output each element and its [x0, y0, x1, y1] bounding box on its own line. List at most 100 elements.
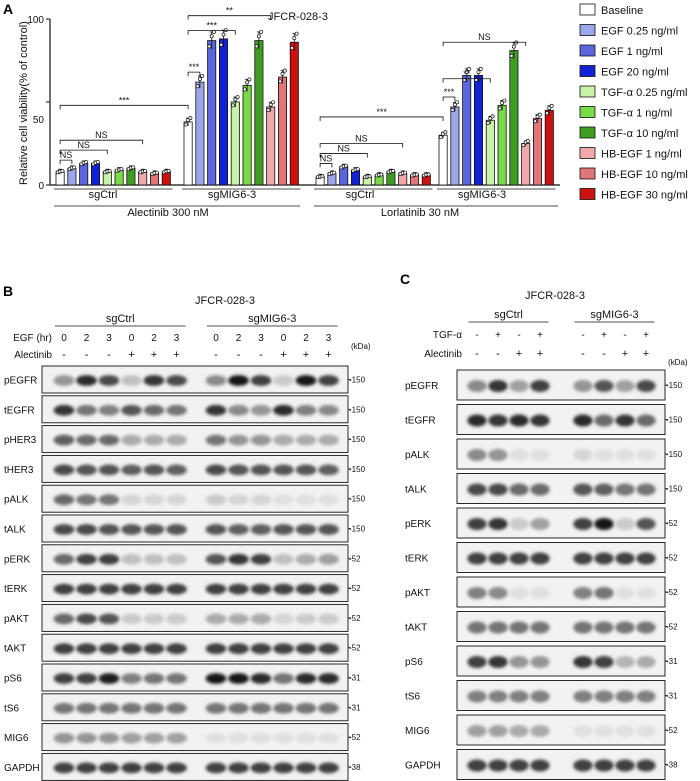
blot-label: tERK — [405, 554, 429, 565]
blot-band — [467, 380, 487, 392]
mw-label: -150 — [666, 381, 683, 390]
blot-band — [273, 375, 294, 386]
blot-band — [295, 464, 317, 476]
blot-band — [273, 762, 294, 774]
blot-band — [273, 464, 294, 476]
legend-label: EGF 20 ng/ml — [601, 67, 669, 79]
blot-band — [205, 762, 227, 774]
mw-label: -52 — [666, 726, 678, 735]
bar — [183, 121, 193, 186]
treatment-value: - — [62, 349, 66, 361]
treatment-value: - — [259, 349, 263, 361]
blot-band — [467, 621, 487, 634]
blot-band — [530, 587, 550, 599]
data-point — [426, 172, 431, 177]
blot-band — [98, 732, 120, 744]
blot-band — [594, 690, 614, 703]
blot-label: tAKT — [4, 644, 26, 655]
data-point — [242, 87, 247, 92]
blot-band — [467, 725, 487, 737]
bar — [289, 41, 299, 186]
data-point — [143, 168, 147, 173]
blot-label: pAKT — [4, 614, 29, 625]
legend-label: TGF-α 0.25 ng/ml — [601, 87, 687, 99]
blot-band — [53, 613, 75, 625]
blot-band — [573, 518, 593, 530]
significance-label: NS — [320, 153, 333, 163]
blot-band — [488, 449, 508, 461]
blot-band — [615, 759, 635, 772]
blot-band — [53, 583, 75, 595]
blot-band — [166, 404, 187, 416]
blot-band — [488, 518, 508, 530]
kda-label: (kDa) — [351, 342, 371, 351]
treatment-value: + — [516, 348, 522, 360]
blot-label: tEGFR — [405, 416, 436, 427]
blot-band — [530, 483, 550, 496]
panel-a-letter: A — [3, 1, 13, 17]
blot-band — [318, 494, 339, 506]
treatment-value: 3 — [258, 333, 264, 344]
mw-label: -150 — [349, 465, 366, 474]
blot-band — [509, 380, 529, 392]
blot-band — [250, 494, 272, 506]
panel-b-title: JFCR-028-3 — [195, 295, 255, 307]
mw-label: -150 — [349, 495, 366, 504]
blot-band — [228, 702, 249, 714]
y-tick-100: 100 — [27, 15, 44, 26]
blot-band — [76, 434, 97, 446]
blot-band — [488, 483, 508, 496]
data-point — [502, 98, 507, 103]
panel-b-letter: B — [3, 283, 13, 299]
blot-band — [250, 732, 272, 744]
blot-band — [76, 464, 97, 476]
blot-band — [143, 613, 165, 625]
data-point — [549, 103, 554, 108]
blot-band — [636, 552, 656, 565]
panel-a-title: JFCR-028-3 — [268, 11, 328, 23]
data-point — [292, 36, 297, 40]
blot-band — [53, 732, 75, 744]
legend-label: EGF 1 ng/ml — [601, 46, 663, 58]
mw-label: -31 — [666, 657, 678, 666]
bar — [438, 134, 448, 186]
significance-label: ** — [463, 69, 471, 79]
treatment-value: + — [622, 348, 628, 360]
blot-band — [509, 759, 529, 772]
mw-label: -150 — [349, 435, 366, 444]
data-point — [547, 106, 552, 111]
data-point — [268, 102, 273, 107]
blot-label: pALK — [405, 450, 430, 461]
data-point — [367, 174, 372, 179]
data-point — [197, 77, 202, 81]
blot-band — [121, 524, 142, 535]
data-point — [509, 53, 514, 58]
blot-band — [121, 762, 142, 774]
data-point — [207, 44, 212, 49]
treatment-value: - — [602, 348, 606, 360]
legend-label: TGF-α 10 ng/ml — [601, 128, 678, 140]
blot-band — [273, 524, 294, 535]
data-point — [414, 172, 419, 177]
blot-band — [121, 643, 142, 655]
blot-band — [250, 553, 272, 565]
y-tick-50: 50 — [33, 115, 45, 126]
treatment-value: - — [581, 348, 585, 360]
blot-band — [467, 518, 487, 530]
group-header: sgMIG6-3 — [590, 309, 638, 321]
cell-label-1: sgCtrl — [89, 189, 118, 201]
data-point — [278, 79, 283, 84]
treatment-value: 0 — [61, 333, 67, 344]
western-blot-c: sgCtrl sgMIG6-3 TGF-α Alectinib - + - + - + - + - - + +… — [405, 309, 688, 780]
blot-band — [594, 449, 614, 461]
treatment-value: 0 — [281, 333, 287, 344]
treatment-value: - — [475, 330, 478, 341]
legend-swatch — [579, 24, 596, 36]
treatment-value: - — [85, 349, 89, 361]
blot-band — [98, 583, 120, 595]
blot-band — [594, 587, 614, 599]
blot-band — [228, 404, 249, 416]
blot-band — [318, 464, 339, 476]
data-point — [271, 100, 275, 105]
blot-band — [636, 414, 656, 427]
